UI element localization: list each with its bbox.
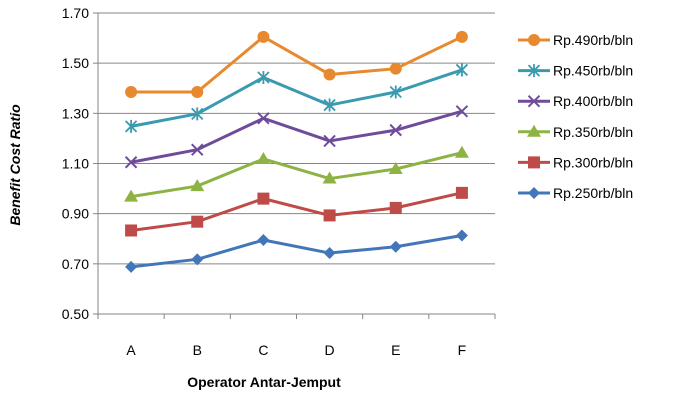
x-tick-labels: A B C D E F xyxy=(126,342,466,358)
data-point xyxy=(389,85,402,99)
legend-marker xyxy=(528,187,540,199)
legend-label: Rp.490rb/bln xyxy=(553,32,633,48)
series-line xyxy=(130,109,463,164)
legend-marker xyxy=(527,124,541,137)
y-axis-title: Benefit Cost Ratio xyxy=(7,104,23,226)
data-point xyxy=(124,156,138,169)
gridlines xyxy=(98,12,495,265)
data-point xyxy=(389,240,402,253)
y-tick-label: 1.10 xyxy=(62,156,89,172)
data-point xyxy=(191,107,204,121)
y-tick-labels: 0.50 0.70 0.90 1.10 1.30 1.50 1.70 xyxy=(62,5,89,322)
data-point xyxy=(190,179,205,192)
legend-item: Rp.250rb/bln xyxy=(518,185,633,201)
legend-item: Rp.350rb/bln xyxy=(518,124,633,140)
legend-marker xyxy=(528,34,540,46)
legend-marker xyxy=(527,94,541,108)
series-6 xyxy=(125,229,468,273)
series-2 xyxy=(124,63,469,133)
series-line xyxy=(130,234,463,269)
series-4 xyxy=(124,145,469,202)
data-point xyxy=(389,123,402,137)
series-line xyxy=(130,191,463,232)
data-point xyxy=(389,62,402,75)
legend-label: Rp.400rb/bln xyxy=(553,93,633,109)
data-point xyxy=(125,224,138,237)
data-point xyxy=(388,162,403,175)
y-tick-label: 0.50 xyxy=(62,306,89,322)
x-tick-label: C xyxy=(258,342,268,358)
data-point xyxy=(257,234,270,247)
data-point xyxy=(125,86,138,99)
data-point xyxy=(191,215,204,228)
data-point xyxy=(257,192,270,205)
data-point xyxy=(191,253,204,266)
axes xyxy=(93,12,496,319)
legend-label: Rp.300rb/bln xyxy=(553,154,633,170)
data-point xyxy=(455,105,469,118)
data-point xyxy=(455,186,468,199)
legend-item: Rp.300rb/bln xyxy=(518,154,633,170)
legend: Rp.490rb/bln Rp.450rb/bln Rp.400rb/bln Rp.3… xyxy=(518,32,633,201)
data-point xyxy=(257,112,270,125)
y-tick-label: 1.70 xyxy=(62,5,89,21)
data-point xyxy=(323,209,336,222)
series-line xyxy=(131,35,463,94)
data-point xyxy=(455,63,469,77)
y-tick-label: 1.30 xyxy=(62,105,89,121)
data-point xyxy=(454,145,469,158)
data-point xyxy=(191,143,204,156)
x-tick-label: B xyxy=(193,342,202,358)
data-point xyxy=(322,171,337,184)
data-point xyxy=(257,30,270,43)
series-line xyxy=(130,151,463,199)
legend-label: Rp.350rb/bln xyxy=(553,124,633,140)
data-point xyxy=(323,134,336,148)
x-tick-label: A xyxy=(126,342,136,358)
legend-item: Rp.490rb/bln xyxy=(518,32,633,48)
data-point xyxy=(124,189,139,202)
x-tick-label: E xyxy=(391,342,400,358)
x-axis-title: Operator Antar-Jemput xyxy=(187,374,341,390)
data-point xyxy=(124,119,138,133)
series-group xyxy=(124,30,469,273)
series-3 xyxy=(124,105,469,169)
data-point xyxy=(125,260,138,273)
legend-marker xyxy=(527,64,541,78)
data-point xyxy=(389,201,402,214)
legend-item: Rp.400rb/bln xyxy=(518,93,633,109)
legend-label: Rp.250rb/bln xyxy=(553,185,633,201)
data-point xyxy=(257,70,270,84)
data-point xyxy=(323,247,336,260)
legend-item: Rp.450rb/bln xyxy=(518,63,633,79)
y-tick-label: 0.70 xyxy=(62,256,89,272)
data-point xyxy=(256,151,271,164)
legend-marker xyxy=(528,156,540,169)
data-point xyxy=(191,86,204,99)
data-point xyxy=(323,98,336,112)
y-tick-label: 1.50 xyxy=(62,55,89,71)
x-tick-label: F xyxy=(458,342,467,358)
y-tick-label: 0.90 xyxy=(62,206,89,222)
data-point xyxy=(455,229,468,242)
series-line xyxy=(130,68,463,128)
x-tick-label: D xyxy=(325,342,335,358)
legend-label: Rp.450rb/bln xyxy=(553,63,633,79)
data-point xyxy=(455,30,468,43)
series-5 xyxy=(125,186,468,237)
series-1 xyxy=(125,30,468,99)
data-point xyxy=(323,68,336,81)
